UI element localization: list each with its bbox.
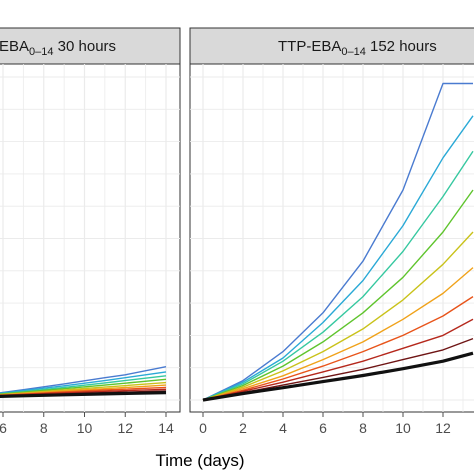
right-series <box>202 82 474 402</box>
series-line-10 <box>0 391 167 398</box>
left-strip-label: -EBA0–14 30 hours <box>0 38 116 58</box>
series-line-1 <box>0 366 167 394</box>
series-line-7 <box>202 296 474 401</box>
series-line-6 <box>202 267 474 401</box>
x-tick-label: 2 <box>239 420 247 436</box>
right-x-ticks: 0 2 4 6 8 10 12 <box>199 412 451 436</box>
left-facet-strip: -EBA0–14 30 hours <box>0 27 181 65</box>
left-strip-background <box>0 27 181 65</box>
left-panel: 6 8 10 12 14 <box>0 63 181 436</box>
left-strip-suffix: 30 hours <box>54 38 117 55</box>
right-strip-label: TTP-EBA0–14 152 hours <box>278 38 437 58</box>
series-line-2 <box>202 115 474 401</box>
right-panel: 0 2 4 6 8 10 12 <box>189 63 474 436</box>
right-strip-background <box>189 27 474 65</box>
x-tick-label: 12 <box>117 420 133 436</box>
series-line-2 <box>0 371 167 394</box>
x-tick-label: 10 <box>395 420 411 436</box>
right-strip-subscript: 0–14 <box>341 46 365 58</box>
series-line-4 <box>202 189 474 401</box>
series-line-5 <box>202 231 474 401</box>
x-tick-label: 4 <box>279 420 287 436</box>
series-line-8 <box>202 318 474 401</box>
series-line-3 <box>202 150 474 401</box>
right-facet-strip: TTP-EBA0–14 152 hours <box>189 27 474 65</box>
x-axis-title: Time (days) <box>155 451 244 470</box>
left-strip-subscript: 0–14 <box>29 46 53 58</box>
x-tick-label: 12 <box>435 420 451 436</box>
right-strip-suffix: 152 hours <box>366 38 437 55</box>
left-panel-frame <box>0 63 181 413</box>
left-series <box>0 366 167 398</box>
x-tick-label: 6 <box>0 420 7 436</box>
x-tick-label: 14 <box>158 420 174 436</box>
x-tick-label: 10 <box>77 420 93 436</box>
x-tick-label: 0 <box>199 420 207 436</box>
x-tick-label: 8 <box>40 420 48 436</box>
x-tick-label: 6 <box>319 420 327 436</box>
series-line-10 <box>202 351 474 402</box>
left-gridlines <box>0 64 180 412</box>
series-line-1 <box>202 82 473 401</box>
left-x-ticks: 6 8 10 12 14 <box>0 412 174 436</box>
x-tick-label: 8 <box>359 420 367 436</box>
